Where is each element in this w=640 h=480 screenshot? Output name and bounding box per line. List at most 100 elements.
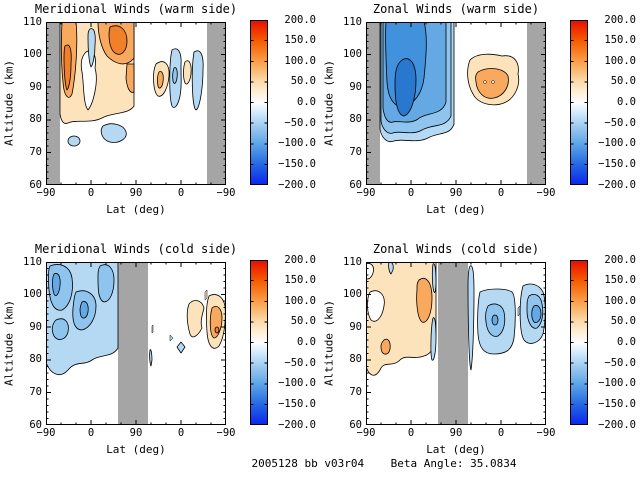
contour-region (149, 349, 153, 367)
colorbar-tick-label: −200.0 (278, 179, 316, 191)
colorbar-tick-label: 200.0 (284, 14, 316, 26)
panel-zonal-cold: Zonal Winds (cold side) Altitude (km) La… (320, 240, 640, 480)
colorbar (250, 260, 268, 425)
y-axis-label: Altitude (km) (322, 299, 336, 387)
contour-region (176, 341, 186, 354)
colorbar-tick-label: −50.0 (604, 117, 636, 129)
panel-title: Meridional Winds (warm side) (34, 2, 238, 16)
x-tick-label: 90 (449, 427, 463, 439)
y-tick-label: 110 (343, 16, 362, 28)
contour-region (204, 289, 208, 301)
y-tick-label: 70 (349, 146, 362, 158)
colorbar-tick-label: −150.0 (598, 398, 636, 410)
panel-meridional-warm: Meridional Winds (warm side) Altitude (k… (0, 0, 320, 240)
colorbar-tick-label: 0.0 (617, 96, 636, 108)
contour-plot (46, 262, 226, 425)
colorbar-gradient (250, 260, 268, 425)
colorbar-tick-label: −150.0 (278, 398, 316, 410)
contour-region (483, 80, 487, 84)
colorbar-tick-label: 150.0 (284, 34, 316, 46)
contour-region (47, 264, 73, 311)
contour-region (169, 334, 174, 342)
no-data-bands (438, 262, 468, 425)
contour-plot (46, 22, 226, 185)
colorbar (570, 260, 588, 425)
y-tick-label: 90 (349, 321, 362, 333)
contour-region (491, 80, 495, 84)
no-data-band (438, 262, 468, 425)
contour-region (183, 60, 192, 85)
colorbar-tick-label: 50.0 (290, 75, 316, 87)
descending-half-cells (153, 48, 204, 111)
y-tick-label: 100 (23, 288, 42, 300)
colorbar-tick-label: −150.0 (598, 158, 636, 170)
colorbar-tick-label: 50.0 (290, 315, 316, 327)
contour-region (172, 67, 178, 84)
colorbar-tick-label: 50.0 (610, 75, 636, 87)
x-tick-label: 0 (177, 187, 185, 199)
positive-contour-regions (59, 22, 135, 124)
positive-contour-regions (186, 289, 226, 349)
y-tick-label: 100 (343, 288, 362, 300)
colorbar-tick-label: 50.0 (610, 315, 636, 327)
panel-title: Zonal Winds (cold side) (372, 242, 540, 256)
colorbar-tick-label: 100.0 (604, 55, 636, 67)
negative-contour-regions (46, 262, 186, 375)
colorbar-tick-label: −50.0 (604, 357, 636, 369)
colorbar-tick-label: −50.0 (284, 117, 316, 129)
y-axis-label: Altitude (km) (2, 59, 16, 147)
contour-region (97, 264, 115, 303)
contour-region (430, 317, 437, 361)
contour-plot (366, 22, 546, 185)
colorbar-tick-label: 200.0 (604, 14, 636, 26)
x-tick-label: 0 (87, 427, 95, 439)
colorbar-tick-label: 0.0 (297, 96, 316, 108)
y-axis-label: Altitude (km) (2, 299, 16, 387)
no-data-bands (46, 22, 226, 185)
y-tick-label: 110 (23, 16, 42, 28)
contour-region (51, 318, 69, 340)
contour-region (191, 50, 204, 111)
panel-title: Meridional Winds (cold side) (34, 242, 238, 256)
colorbar-tick-label: −200.0 (598, 179, 636, 191)
contour-region (475, 68, 509, 99)
colorbar-tick-label: −100.0 (278, 377, 316, 389)
contour-region (80, 50, 97, 111)
contour-region (100, 123, 127, 143)
no-data-band (527, 22, 546, 185)
colorbar-tick-label: 0.0 (617, 336, 636, 348)
contour-region (214, 326, 220, 334)
negative-contour-regions (379, 22, 455, 143)
colorbar-tick-label: 100.0 (604, 295, 636, 307)
contour-region (467, 265, 475, 371)
y-tick-label: 70 (349, 386, 362, 398)
contour-region (394, 58, 417, 117)
y-tick-label: 60 (29, 179, 42, 191)
no-data-band (366, 22, 380, 185)
contour-region (63, 44, 72, 91)
figure-caption: 2005128 bb v03r04 Beta Angle: 35.0834 (251, 457, 517, 470)
y-tick-label: 70 (29, 386, 42, 398)
contour-region (517, 305, 521, 317)
colorbar-tick-label: 100.0 (284, 55, 316, 67)
y-tick-label: 80 (29, 113, 42, 125)
y-tick-label: 90 (349, 81, 362, 93)
y-tick-label: 90 (29, 81, 42, 93)
x-tick-label: −90 (536, 427, 556, 439)
colorbar-gradient (570, 20, 588, 185)
colorbar-tick-label: −100.0 (598, 377, 636, 389)
x-tick-label: −90 (216, 427, 236, 439)
colorbar-tick-label: −200.0 (278, 419, 316, 431)
contour-plot (366, 262, 546, 425)
no-data-bands (366, 22, 546, 185)
x-tick-label: 90 (129, 427, 143, 439)
no-data-band (118, 262, 148, 425)
contour-region (491, 314, 499, 326)
x-tick-label: −90 (536, 187, 556, 199)
colorbar-tick-label: 150.0 (604, 274, 636, 286)
x-tick-label: 90 (449, 187, 463, 199)
colorbar-gradient (250, 20, 268, 185)
contour-region (151, 324, 154, 334)
colorbar-tick-label: 200.0 (284, 254, 316, 266)
